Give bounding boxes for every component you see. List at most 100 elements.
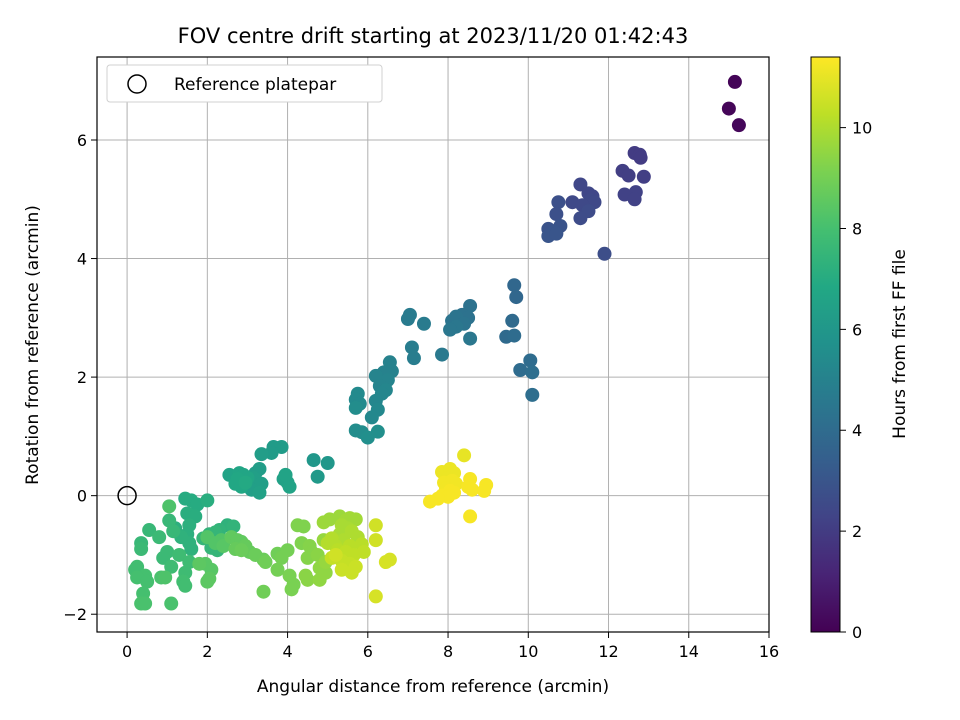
- data-point: [320, 456, 335, 471]
- x-axis-label: Angular distance from reference (arcmin): [257, 677, 609, 697]
- data-point: [348, 400, 363, 415]
- legend-box: [106, 64, 383, 103]
- data-point: [142, 523, 157, 538]
- data-point: [368, 518, 383, 533]
- data-point: [164, 596, 179, 611]
- data-point: [463, 298, 478, 313]
- data-point: [509, 290, 524, 305]
- data-point: [310, 469, 325, 484]
- data-point: [200, 493, 215, 508]
- data-point: [573, 177, 588, 192]
- colorbar-tick-label: 10: [852, 119, 872, 138]
- data-point: [368, 589, 383, 604]
- data-point: [252, 485, 267, 500]
- data-point: [348, 512, 363, 527]
- data-point: [551, 195, 566, 210]
- y-axis-label: Rotation from reference (arcmin): [23, 205, 43, 485]
- y-tick-label: 4: [77, 250, 87, 269]
- data-point: [234, 543, 249, 558]
- data-point: [178, 578, 193, 593]
- data-point: [202, 571, 217, 586]
- data-point: [727, 74, 742, 89]
- data-point: [549, 226, 564, 241]
- data-point: [404, 340, 419, 355]
- legend: Reference platepar: [106, 64, 383, 103]
- x-tick-label: 14: [679, 642, 699, 661]
- data-point: [138, 596, 153, 611]
- data-point: [278, 467, 293, 482]
- data-point: [164, 559, 179, 574]
- chart-title: FOV centre drift starting at 2023/11/20 …: [178, 24, 689, 48]
- data-point: [284, 582, 299, 597]
- y-axis-ticks: −2 0 2 4 6: [63, 131, 97, 624]
- data-point: [463, 509, 478, 524]
- colorbar-tick-label: 0: [852, 623, 862, 642]
- data-point: [306, 453, 321, 468]
- x-axis-ticks: 0 2 4 6 8 10 12 14 16: [122, 632, 779, 661]
- data-point: [282, 479, 297, 494]
- colorbar-ticks: 0 2 4 6 8 10: [840, 119, 872, 642]
- data-point: [296, 519, 311, 534]
- x-tick-label: 8: [443, 642, 453, 661]
- data-point: [416, 316, 431, 331]
- data-point: [523, 353, 538, 368]
- data-point: [238, 475, 253, 490]
- data-point: [406, 351, 421, 366]
- x-tick-label: 6: [363, 642, 373, 661]
- plot-frame: [96, 56, 770, 633]
- x-tick-label: 4: [282, 642, 292, 661]
- reference-marker: [117, 485, 137, 506]
- data-point: [300, 572, 315, 587]
- data-point: [344, 565, 359, 580]
- x-tick-label: 0: [122, 642, 132, 661]
- data-point: [597, 246, 612, 261]
- data-point: [505, 313, 520, 328]
- data-point: [166, 524, 181, 539]
- data-point: [463, 331, 478, 346]
- data-point: [158, 570, 173, 585]
- data-point: [226, 519, 241, 534]
- colorbar-gradient: [810, 56, 841, 633]
- colorbar: 0 2 4 6 8 10 Hours from first FF file: [810, 56, 910, 642]
- data-point: [184, 542, 199, 557]
- x-tick-label: 10: [518, 642, 538, 661]
- colorbar-tick-label: 6: [852, 320, 862, 339]
- data-point: [134, 542, 149, 557]
- data-point: [400, 312, 415, 327]
- data-point: [477, 483, 492, 498]
- y-tick-label: 0: [77, 487, 87, 506]
- data-point: [457, 448, 472, 463]
- data-point: [368, 533, 383, 548]
- legend-marker-icon: [127, 74, 147, 94]
- data-point: [525, 365, 540, 380]
- data-point: [162, 513, 177, 528]
- data-point: [525, 387, 540, 402]
- data-point: [435, 347, 450, 362]
- data-point: [378, 555, 393, 570]
- data-point: [192, 556, 207, 571]
- data-point: [633, 150, 648, 165]
- data-point: [270, 562, 285, 577]
- data-point: [621, 168, 636, 183]
- data-point: [627, 192, 642, 207]
- y-tick-label: 6: [77, 131, 87, 150]
- colorbar-tick-label: 4: [852, 421, 862, 440]
- data-point: [507, 278, 522, 293]
- data-points: [128, 74, 746, 611]
- data-point: [513, 362, 528, 377]
- data-point: [280, 543, 295, 558]
- data-point: [721, 101, 736, 116]
- data-point: [254, 447, 269, 462]
- data-point: [370, 424, 385, 439]
- data-point: [172, 547, 187, 562]
- data-point: [443, 322, 458, 337]
- data-point: [356, 544, 371, 559]
- data-point: [731, 118, 746, 133]
- data-point: [422, 494, 437, 509]
- colorbar-tick-label: 8: [852, 219, 862, 238]
- data-point: [507, 328, 522, 343]
- legend-entry-label: Reference platepar: [174, 75, 336, 95]
- grid-lines: [97, 57, 770, 632]
- data-point: [162, 499, 177, 514]
